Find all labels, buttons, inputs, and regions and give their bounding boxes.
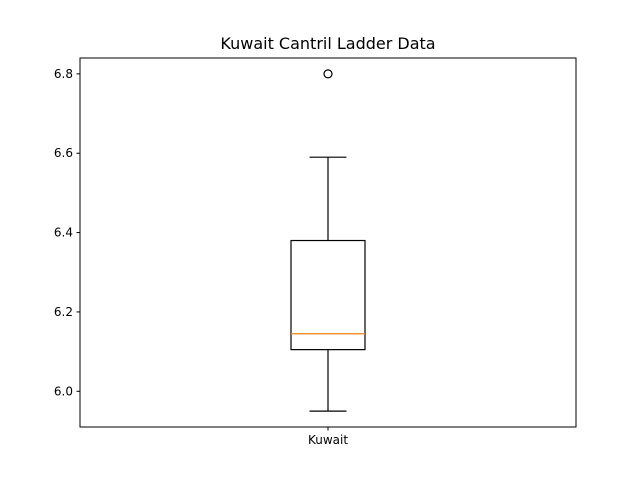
y-tick-label: 6.6 — [54, 146, 73, 160]
x-tick-label: Kuwait — [308, 433, 348, 447]
axes-frame — [79, 57, 577, 428]
outlier-point — [323, 69, 333, 79]
y-axis: 6.0 6.2 6.4 6.6 6.8 — [54, 67, 80, 398]
plot-area — [290, 69, 366, 412]
y-tick-label: 6.0 — [54, 384, 73, 398]
chart-title: Kuwait Cantril Ladder Data — [220, 34, 435, 53]
y-tick-label: 6.8 — [54, 67, 73, 81]
iqr-box — [290, 239, 366, 351]
y-tick-label: 6.4 — [54, 226, 73, 240]
y-tick-label: 6.2 — [54, 305, 73, 319]
x-axis: Kuwait — [308, 427, 348, 447]
